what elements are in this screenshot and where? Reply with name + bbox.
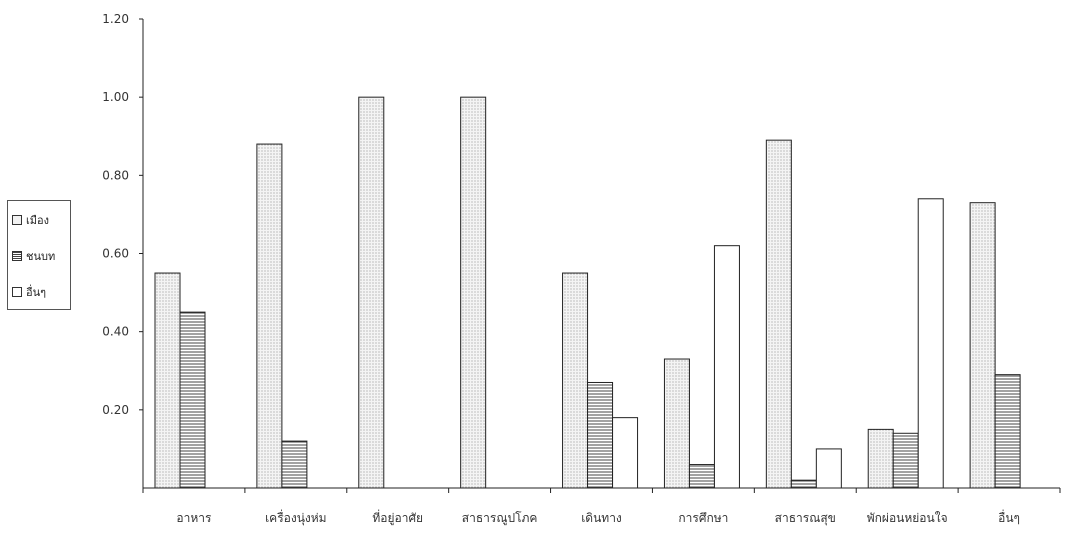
bar-rural [994,374,1021,489]
x-tick-label: ที่อยู่อาศัย [372,509,423,526]
y-tick-label: 0.40 [102,325,129,339]
bar-rural [587,381,614,489]
y-tick-label: 0.60 [102,247,129,261]
x-tick-label: สาธารณูปโภค [462,511,538,526]
bar-rural [892,432,919,489]
bar-urban [562,272,589,489]
legend-item-other: อื่นๆ [12,283,46,301]
legend: เมือง ชนบท อื่นๆ [7,200,71,310]
bar-urban [765,139,792,489]
x-tick-label: อื่นๆ [998,509,1020,525]
bar-other [815,448,842,489]
bar-urban [460,96,487,489]
bar-urban [256,143,283,489]
legend-label-urban: เมือง [26,214,49,227]
bar-rural [179,311,206,489]
bar-urban [154,272,181,489]
bar-other [713,245,740,489]
legend-item-rural: ชนบท [12,247,55,265]
x-tick-label: เครื่องนุ่งห่ม [265,509,327,526]
bar-rural [688,464,715,489]
bar-urban [867,428,894,489]
y-tick-label: 1.20 [102,12,129,26]
x-tick-label: สาธารณสุข [775,511,836,526]
x-tick-label: เดินทาง [581,511,622,525]
bar-other [612,417,639,489]
bar-other [917,198,944,489]
bar-urban [663,358,690,489]
bars-group [154,96,1021,489]
legend-swatch-rural [12,251,22,261]
y-tick-label: 0.80 [102,168,129,182]
bar-urban [358,96,385,489]
legend-item-urban: เมือง [12,211,49,229]
legend-swatch-other [12,287,22,297]
legend-label-other: อื่นๆ [26,286,47,299]
x-tick-label: อาหาร [176,511,212,525]
bar-rural [281,440,308,489]
bar-urban [969,202,996,489]
legend-swatch-urban [12,215,22,225]
y-tick-label: 0.20 [102,403,129,417]
y-tick-label: 1.00 [102,90,129,104]
x-tick-label: พักผ่อนหย่อนใจ [867,511,948,525]
x-tick-labels: อาหาร เครื่องนุ่งห่ม ที่อยู่อาศัย สาธารณูปโ… [176,509,1020,526]
bar-rural [790,479,817,489]
legend-label-rural: ชนบท [26,250,56,263]
y-tick-labels: 0.20 0.40 0.60 0.80 1.00 1.20 [102,12,129,417]
x-tick-label: การศึกษา [678,511,728,525]
